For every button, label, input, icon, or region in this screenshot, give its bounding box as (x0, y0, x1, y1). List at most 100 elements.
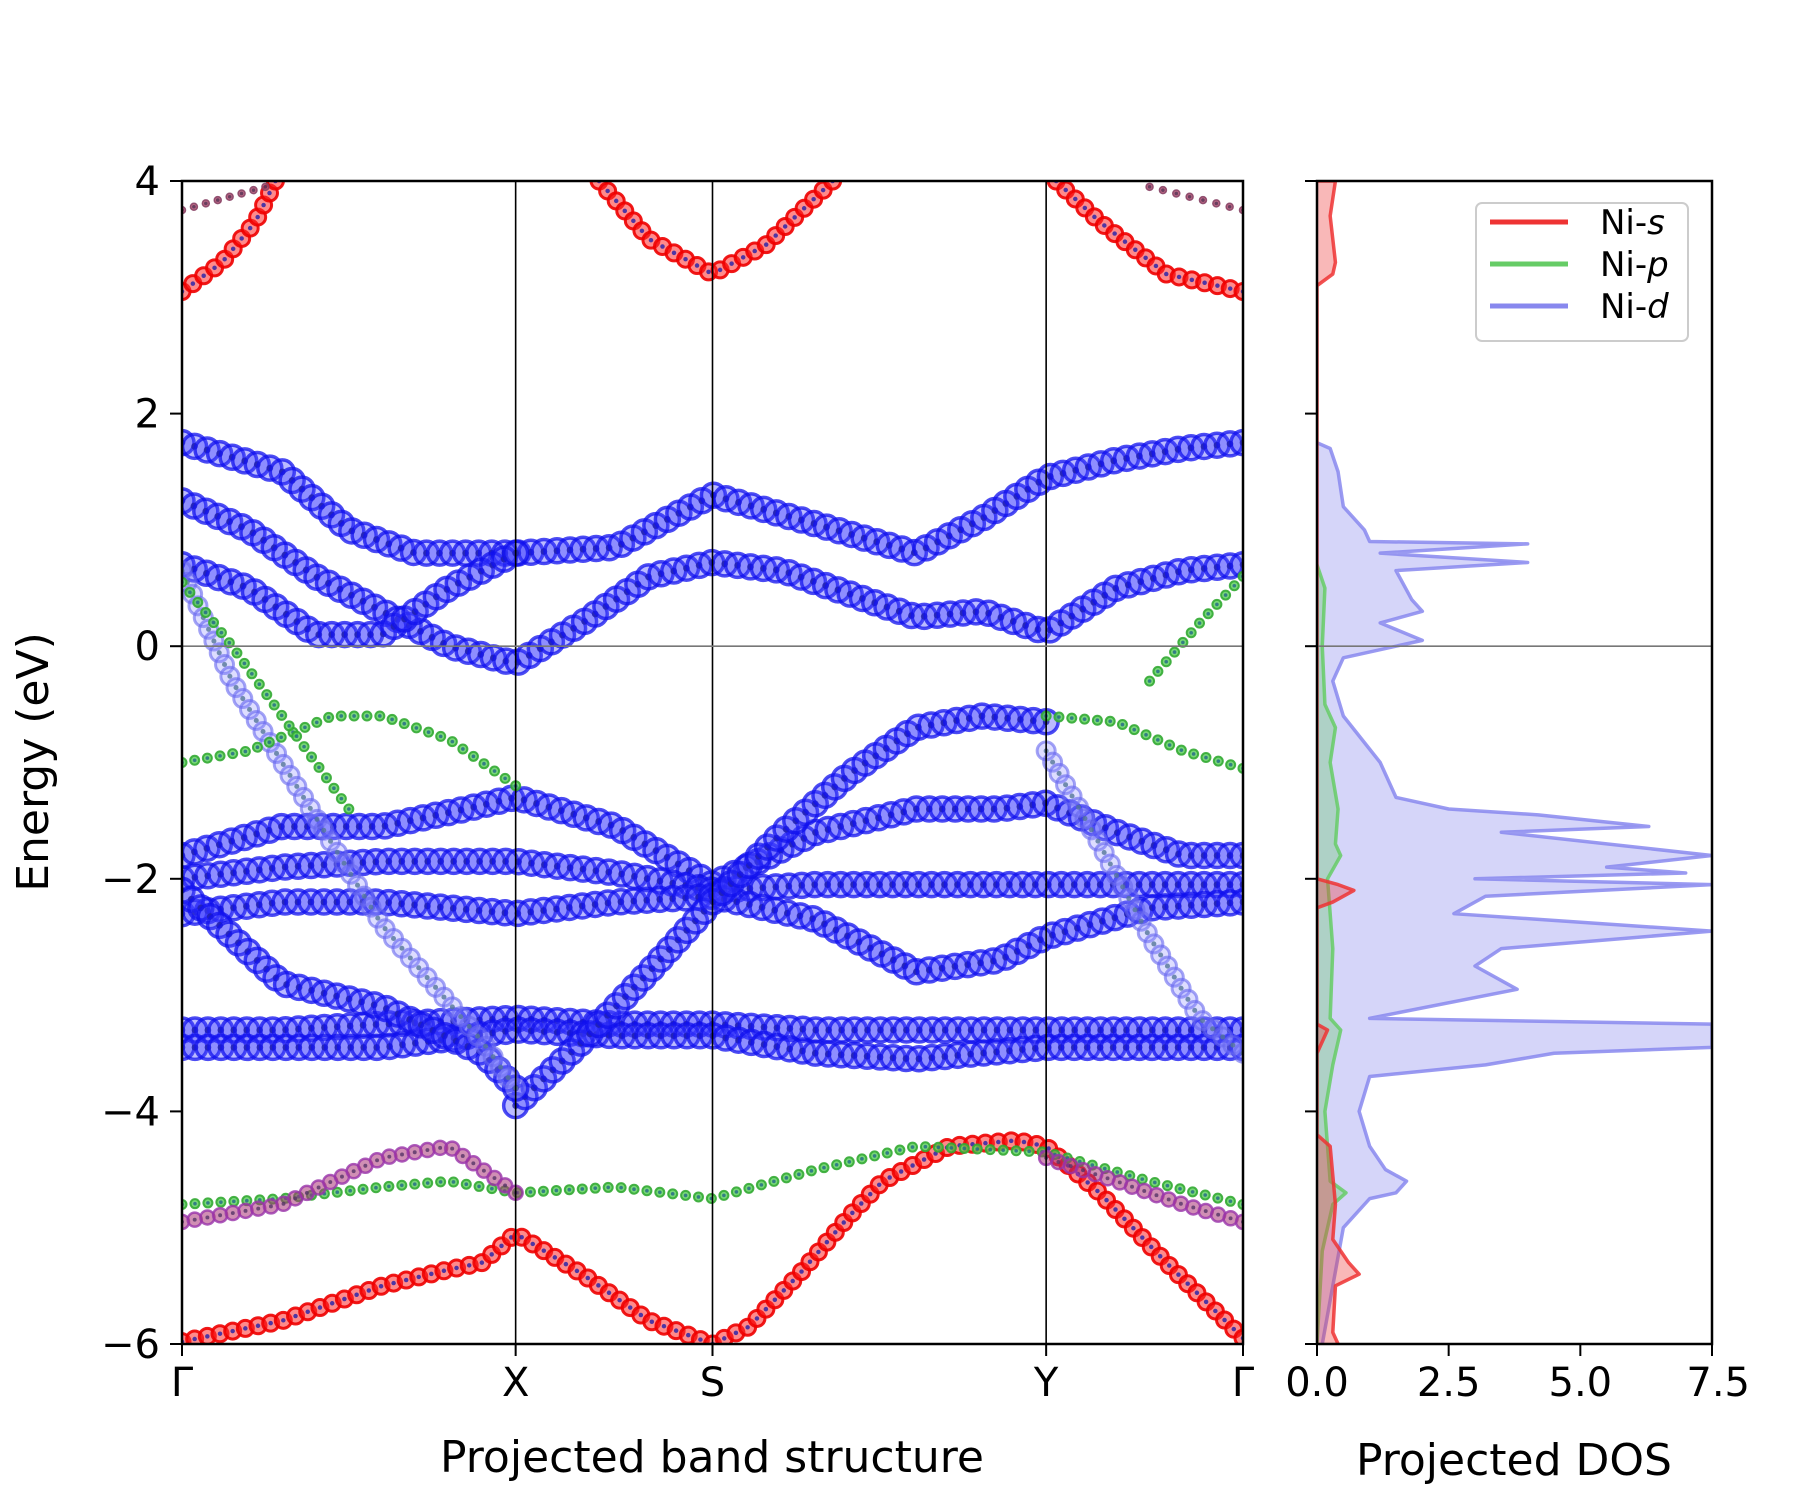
band-marker-core (876, 1182, 882, 1188)
band-marker-core (256, 1206, 261, 1211)
band-marker-core (868, 1191, 873, 1197)
band-marker-core (1140, 1177, 1145, 1181)
band-marker-core (503, 776, 507, 781)
band-series-24 (1145, 182, 1243, 215)
band-marker-core (1063, 187, 1068, 193)
band-marker-core (1113, 1207, 1118, 1212)
band-marker-core (1142, 1188, 1147, 1193)
energy-tick-label: −6 (101, 1322, 160, 1368)
band-marker-core (348, 871, 354, 877)
band-marker-core (1132, 727, 1137, 732)
band-marker-core (505, 1075, 511, 1081)
band-marker-core (361, 1187, 365, 1192)
band-marker-core (1014, 1148, 1018, 1153)
band-marker-core (729, 261, 734, 266)
band-marker-core (477, 1184, 481, 1189)
band-marker-core (464, 1182, 469, 1187)
band-marker-core (334, 849, 340, 855)
band-marker-core (1201, 198, 1205, 202)
band-marker-core (1057, 715, 1061, 719)
band-marker-core (1050, 759, 1056, 765)
band-marker-core (192, 1217, 197, 1222)
band-marker-core (975, 1147, 980, 1151)
band-marker-core (552, 1255, 558, 1260)
band-marker-core (426, 730, 431, 734)
band-marker-core (781, 1288, 787, 1293)
band-marker-core (328, 838, 334, 844)
band-marker-core (1194, 1290, 1200, 1296)
band-marker-core (230, 751, 235, 756)
band-marker-core (1034, 1142, 1039, 1147)
band-marker-core (460, 1153, 465, 1158)
band-marker-core (824, 1239, 830, 1245)
band-marker-core (317, 1305, 323, 1310)
band-marker-core (606, 1290, 612, 1296)
band-marker-core (593, 1186, 598, 1190)
band-marker-core (658, 1190, 662, 1195)
band-marker-core (1189, 630, 1193, 635)
band-marker-core (479, 1260, 485, 1265)
band-marker-core (267, 740, 272, 745)
band-marker-core (1101, 850, 1107, 856)
band-series-20 (1144, 570, 1243, 687)
band-marker-core (632, 1187, 636, 1191)
band-marker-core (1216, 1196, 1220, 1200)
band-marker-core (287, 772, 293, 778)
band-marker-core (1191, 752, 1196, 756)
band-marker-core (218, 754, 222, 758)
band-marker-core (996, 1139, 1001, 1145)
kpoint-label: S (700, 1360, 725, 1406)
band-marker-core (763, 1306, 769, 1312)
band-marker-core (1133, 247, 1138, 252)
band-marker-core (347, 807, 351, 811)
energy-tick-label: −4 (101, 1089, 160, 1135)
band-marker-core (619, 1185, 623, 1190)
band-marker-core (923, 1144, 928, 1149)
band-marker-core (302, 744, 306, 749)
band-marker-core (706, 269, 711, 275)
band-marker-core (850, 1210, 855, 1216)
band-marker-core (222, 662, 228, 668)
band-marker-core (230, 246, 236, 252)
band-marker-core (807, 1259, 813, 1265)
band-marker-core (294, 783, 300, 789)
band-marker-core (257, 682, 262, 687)
band-series-1 (182, 181, 285, 301)
band-marker-core (498, 1064, 504, 1070)
band-marker-core (1206, 611, 1211, 616)
band-marker-core (230, 1328, 235, 1334)
band-structure-panel: −6 −4 −2 0 2 4 Γ X S Y Γ Projected band structure… (8, 159, 1255, 1483)
band-marker-core (606, 1185, 610, 1190)
band-marker-core (482, 761, 486, 766)
band-marker-core (329, 1301, 335, 1306)
band-marker-core (1132, 907, 1138, 913)
band-marker-core (425, 1181, 430, 1185)
band-marker-core (412, 1182, 417, 1186)
band-marker-core (1056, 1160, 1061, 1164)
band-marker-core (365, 714, 369, 718)
band-marker-core (631, 218, 636, 224)
band-marker-core (1161, 188, 1165, 192)
band-marker-core (321, 827, 327, 833)
band-marker-core (921, 1157, 927, 1162)
band-marker-core (1203, 1193, 1208, 1197)
band-marker-core (1230, 1042, 1236, 1048)
band-marker-core (1164, 963, 1171, 969)
band-marker-core (1153, 263, 1159, 269)
band-marker-core (1179, 748, 1184, 752)
band-marker-core (489, 1252, 494, 1257)
dos-energy-ticks (1305, 180, 1317, 1345)
band-series-11 (182, 1016, 1243, 1073)
band-marker-core (1027, 1149, 1031, 1154)
band-marker-core (754, 1316, 760, 1321)
band-marker-core (218, 1213, 223, 1218)
legend-label: Ni-d (1600, 287, 1669, 327)
band-marker-core (412, 1150, 417, 1155)
band-marker-core (1176, 274, 1182, 280)
band-marker-core (887, 1175, 892, 1180)
band-structure-xlabel: Projected band structure (440, 1432, 984, 1483)
band-marker-core (1102, 223, 1107, 228)
band-marker-core (268, 1204, 273, 1209)
band-marker-core (274, 750, 280, 756)
